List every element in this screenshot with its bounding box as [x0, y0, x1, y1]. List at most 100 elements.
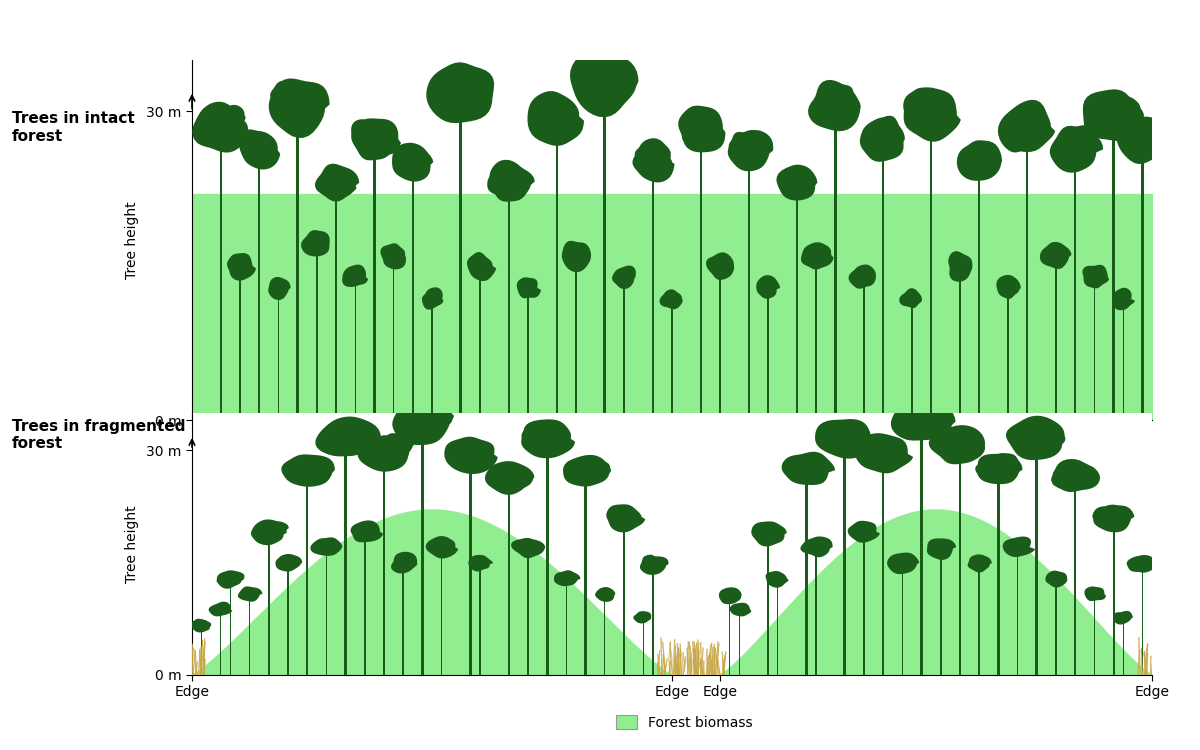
Polygon shape: [719, 276, 721, 420]
Polygon shape: [682, 121, 709, 147]
Polygon shape: [1141, 570, 1144, 675]
Polygon shape: [522, 427, 551, 448]
Polygon shape: [1139, 557, 1153, 566]
Polygon shape: [776, 165, 817, 200]
Polygon shape: [281, 454, 335, 487]
Polygon shape: [978, 173, 980, 420]
Polygon shape: [1052, 472, 1078, 490]
Polygon shape: [479, 570, 481, 675]
Polygon shape: [392, 142, 433, 182]
Polygon shape: [508, 194, 510, 420]
Polygon shape: [1110, 98, 1134, 121]
Y-axis label: Tree height: Tree height: [125, 201, 139, 279]
Polygon shape: [794, 463, 821, 481]
Polygon shape: [502, 167, 528, 194]
Polygon shape: [653, 156, 672, 175]
Polygon shape: [528, 91, 584, 146]
Polygon shape: [192, 510, 672, 675]
Polygon shape: [766, 571, 788, 588]
Polygon shape: [979, 155, 997, 172]
Polygon shape: [648, 559, 660, 567]
Polygon shape: [737, 130, 766, 155]
Polygon shape: [815, 555, 817, 675]
Polygon shape: [517, 278, 541, 298]
Polygon shape: [527, 555, 529, 675]
Polygon shape: [392, 399, 452, 445]
Polygon shape: [632, 138, 674, 182]
Polygon shape: [570, 49, 638, 117]
Polygon shape: [277, 296, 280, 420]
Polygon shape: [527, 296, 529, 420]
Polygon shape: [623, 286, 625, 420]
Polygon shape: [264, 525, 280, 535]
Polygon shape: [767, 296, 769, 420]
Polygon shape: [296, 122, 299, 420]
Polygon shape: [700, 142, 702, 420]
Polygon shape: [239, 131, 281, 170]
Polygon shape: [373, 152, 376, 420]
Polygon shape: [1016, 555, 1019, 675]
Polygon shape: [316, 416, 380, 457]
Polygon shape: [350, 520, 383, 542]
Polygon shape: [1114, 610, 1133, 625]
Text: Trees in intact
forest: Trees in intact forest: [12, 111, 134, 144]
Polygon shape: [216, 574, 235, 585]
Polygon shape: [719, 587, 742, 604]
Polygon shape: [612, 266, 636, 289]
Polygon shape: [1006, 416, 1064, 460]
Polygon shape: [1062, 130, 1093, 160]
Polygon shape: [209, 602, 233, 616]
Polygon shape: [364, 540, 366, 675]
Polygon shape: [467, 252, 497, 281]
Polygon shape: [808, 80, 860, 131]
Polygon shape: [287, 570, 289, 675]
Polygon shape: [342, 265, 368, 287]
Polygon shape: [767, 540, 769, 675]
Polygon shape: [373, 442, 408, 465]
Polygon shape: [227, 253, 256, 280]
Polygon shape: [998, 118, 1033, 152]
Polygon shape: [304, 462, 330, 480]
Polygon shape: [298, 455, 326, 472]
Polygon shape: [542, 104, 564, 125]
Polygon shape: [1074, 163, 1076, 420]
Polygon shape: [940, 555, 942, 675]
Polygon shape: [1018, 422, 1045, 441]
Polygon shape: [1009, 111, 1032, 130]
Polygon shape: [1055, 266, 1057, 420]
Polygon shape: [270, 81, 300, 106]
Polygon shape: [1128, 562, 1144, 572]
Polygon shape: [959, 276, 961, 420]
Polygon shape: [604, 600, 606, 675]
Polygon shape: [460, 448, 492, 471]
Polygon shape: [329, 171, 347, 188]
Polygon shape: [504, 170, 527, 193]
Polygon shape: [976, 458, 1007, 482]
Polygon shape: [564, 460, 593, 479]
Polygon shape: [1009, 111, 1043, 142]
Polygon shape: [269, 79, 330, 138]
Polygon shape: [1104, 100, 1144, 134]
Polygon shape: [508, 488, 510, 675]
Polygon shape: [1026, 142, 1028, 420]
Polygon shape: [276, 554, 302, 572]
Polygon shape: [948, 251, 972, 282]
Polygon shape: [634, 611, 652, 623]
Polygon shape: [1141, 152, 1144, 420]
Polygon shape: [440, 555, 443, 675]
Polygon shape: [719, 590, 732, 600]
Polygon shape: [421, 435, 424, 675]
Polygon shape: [1133, 117, 1166, 146]
Polygon shape: [1037, 428, 1066, 447]
Polygon shape: [606, 504, 646, 532]
Polygon shape: [223, 105, 246, 126]
Polygon shape: [197, 620, 208, 627]
Polygon shape: [776, 585, 779, 675]
Polygon shape: [871, 116, 902, 144]
Polygon shape: [1085, 586, 1106, 601]
Polygon shape: [635, 147, 653, 166]
Polygon shape: [916, 418, 943, 437]
Polygon shape: [332, 175, 356, 196]
Polygon shape: [422, 287, 444, 310]
Polygon shape: [1040, 242, 1072, 269]
